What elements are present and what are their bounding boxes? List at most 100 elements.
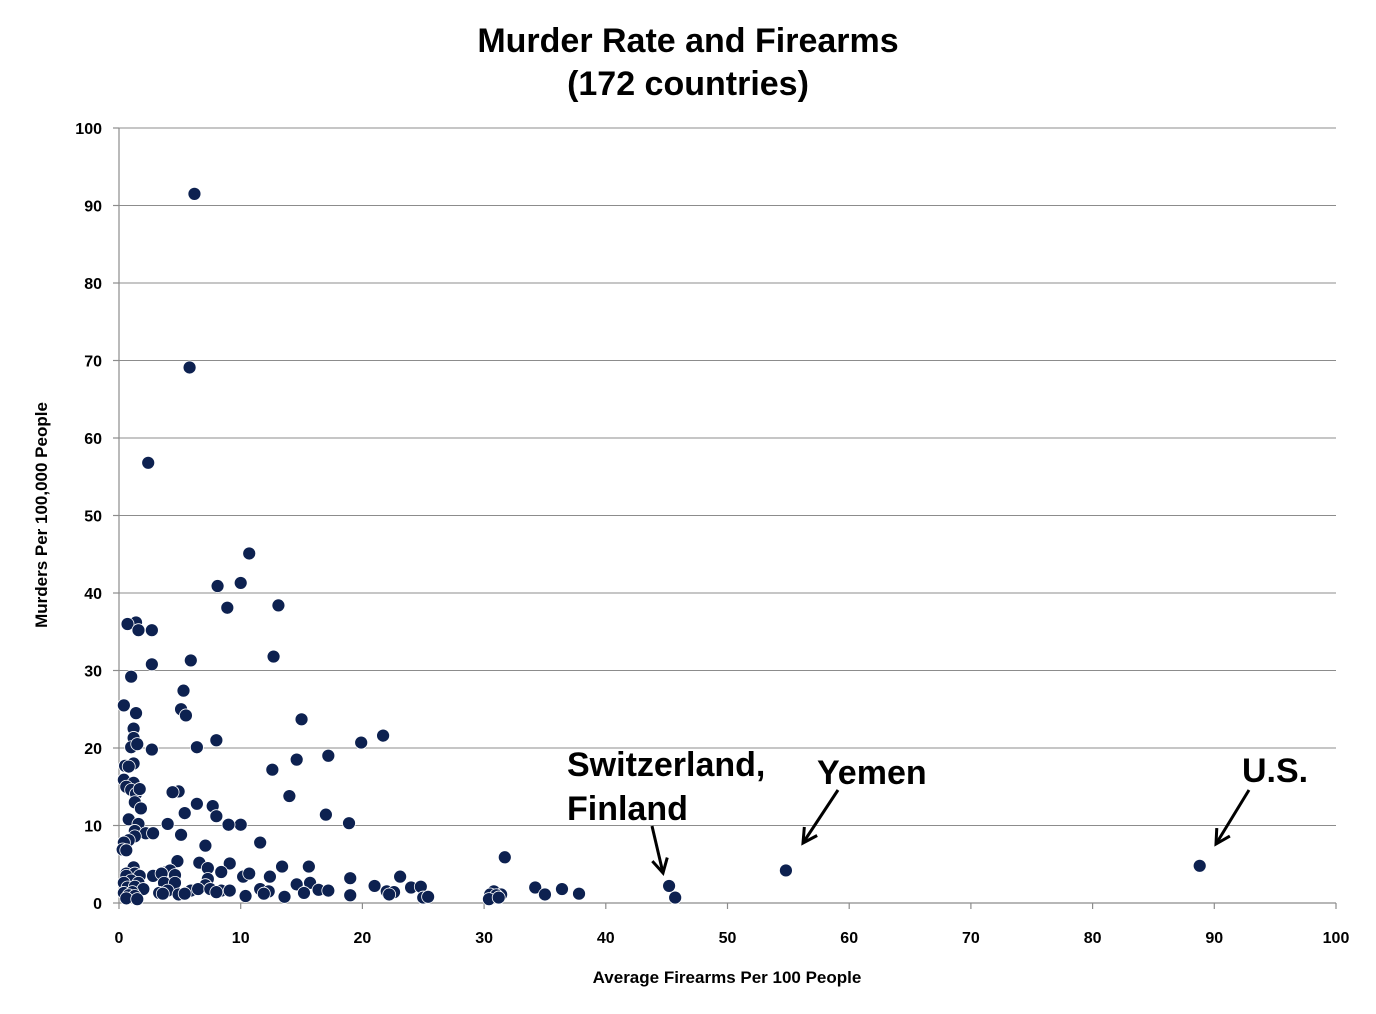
y-tick-label: 100	[75, 121, 102, 138]
x-tick-label: 40	[597, 930, 615, 947]
data-point	[189, 796, 204, 811]
data-point	[129, 706, 143, 721]
data-point	[131, 623, 146, 638]
annotation-arrow	[650, 825, 665, 874]
data-point	[176, 683, 191, 698]
data-point	[321, 748, 336, 763]
data-point	[538, 887, 552, 902]
data-point	[189, 740, 204, 755]
data-point	[376, 728, 390, 743]
data-point	[144, 742, 159, 757]
data-point	[177, 806, 192, 820]
data-point	[301, 859, 316, 874]
x-tick-label: 100	[1323, 930, 1350, 947]
data-point	[253, 835, 268, 850]
data-point	[382, 887, 397, 902]
data-point	[170, 854, 185, 869]
annotation-label: Yemen	[817, 754, 927, 792]
data-point	[233, 576, 248, 590]
y-tick-label: 30	[84, 664, 102, 681]
y-tick-label: 50	[84, 509, 102, 526]
data-point	[354, 735, 369, 750]
data-point	[668, 890, 683, 905]
data-point	[214, 865, 229, 879]
annotation-arrowhead	[1214, 827, 1231, 847]
annotation-arrow	[801, 789, 840, 844]
data-point	[134, 801, 148, 816]
data-point	[242, 546, 257, 561]
data-point	[779, 863, 793, 878]
x-tick-labels: 0 10 20 30 40 50 60 70 80 90 100	[115, 930, 1350, 947]
annotations: Switzerland, Finland Yemen U.S.	[567, 746, 1308, 877]
data-point	[318, 807, 333, 822]
y-tick-label: 90	[84, 199, 102, 216]
x-tick-label: 70	[962, 930, 980, 947]
data-point	[491, 890, 506, 905]
x-tick-label: 30	[475, 930, 493, 947]
data-point	[555, 882, 569, 896]
x-axis-title: Average Firearms Per 100 People	[593, 968, 862, 987]
data-point	[263, 869, 277, 884]
y-axis-title: Murders Per 100,000 People	[32, 402, 51, 628]
annotation-arrowhead	[801, 826, 818, 846]
x-tick-label: 60	[840, 930, 858, 947]
data-point	[179, 708, 193, 723]
annotation: U.S.	[1214, 752, 1308, 847]
data-point	[233, 817, 248, 832]
data-point	[528, 880, 543, 895]
data-point	[256, 886, 271, 901]
data-point	[343, 888, 358, 903]
data-point	[221, 817, 236, 832]
data-point	[177, 886, 192, 901]
data-point	[174, 827, 188, 842]
data-point	[275, 859, 289, 874]
data-point	[393, 869, 408, 884]
data-point	[209, 809, 224, 824]
y-tick-labels: 0 10 20 30 40 50 60 70 80 90 100	[75, 121, 102, 913]
data-point	[367, 879, 382, 893]
y-tick-label: 70	[84, 354, 102, 371]
data-point	[271, 598, 286, 613]
data-point	[209, 733, 224, 748]
annotation: Yemen	[801, 754, 927, 846]
data-point	[1192, 858, 1207, 873]
data-point	[282, 789, 297, 803]
data-point	[182, 360, 197, 375]
data-point	[141, 455, 156, 470]
annotation-arrow	[1214, 789, 1251, 845]
data-point	[209, 885, 224, 900]
data-point	[297, 886, 311, 900]
data-point	[321, 883, 336, 898]
data-point	[294, 712, 309, 727]
x-tick-label: 90	[1205, 930, 1223, 947]
data-point	[120, 617, 135, 631]
y-tick-label: 40	[84, 586, 102, 603]
x-tick-label: 80	[1084, 930, 1102, 947]
x-tick-label: 0	[115, 930, 124, 947]
data-point	[265, 762, 280, 777]
y-tick-label: 80	[84, 276, 102, 293]
annotation-label: Switzerland,	[567, 746, 765, 784]
x-tick-label: 20	[354, 930, 372, 947]
data-point	[222, 856, 237, 871]
x-tick-label: 50	[719, 930, 737, 947]
gridlines	[119, 127, 1336, 826]
chart-title-line-2: (172 countries)	[567, 65, 809, 103]
data-point	[155, 886, 170, 901]
data-point	[160, 817, 175, 831]
data-point	[187, 186, 202, 201]
data-point	[191, 882, 206, 896]
data-point	[572, 886, 586, 901]
data-point	[121, 759, 136, 774]
data-point	[116, 698, 131, 713]
y-tick-label: 10	[84, 819, 102, 836]
data-point	[198, 838, 213, 853]
data-point	[130, 737, 145, 752]
axes	[113, 127, 1337, 909]
data-point	[144, 623, 159, 638]
annotation-arrowhead	[651, 857, 669, 877]
data-point	[421, 889, 436, 904]
data-point	[144, 657, 159, 672]
data-point	[277, 889, 292, 904]
annotation-label: U.S.	[1242, 752, 1308, 790]
